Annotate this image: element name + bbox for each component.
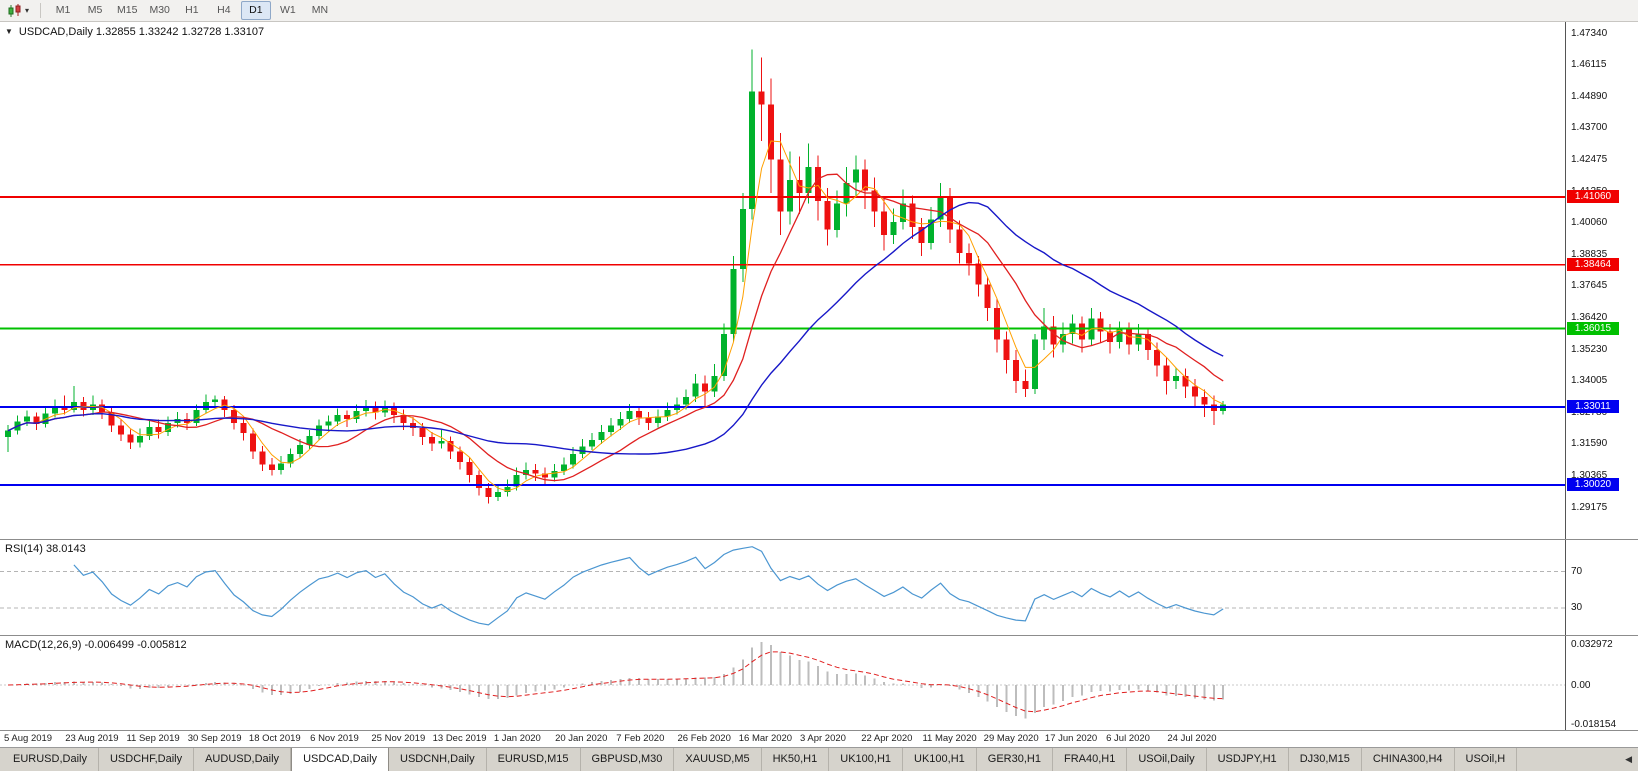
price-axis-label: 1.42475	[1571, 153, 1608, 165]
chart-tab-usdcnh-daily[interactable]: USDCNH,Daily	[389, 748, 487, 771]
rsi-label: RSI(14) 38.0143	[5, 543, 86, 555]
tab-scroll-left-icon[interactable]: ◀	[1622, 748, 1635, 771]
date-axis-label: 26 Feb 2020	[677, 733, 731, 744]
chart-tab-xauusd-m5[interactable]: XAUUSD,M5	[674, 748, 762, 771]
macd-label: MACD(12,26,9) -0.006499 -0.005812	[5, 639, 187, 651]
date-axis-label: 24 Jul 2020	[1167, 733, 1217, 744]
chart-tab-eurusd-m15[interactable]: EURUSD,M15	[487, 748, 581, 771]
date-axis-label: 23 Aug 2019	[65, 733, 119, 744]
date-axis-label: 29 May 2020	[983, 733, 1039, 744]
timeframe-button-h4[interactable]: H4	[217, 4, 231, 16]
chart-tab-usdchf-daily[interactable]: USDCHF,Daily	[99, 748, 195, 771]
price-axis-label: 1.46115	[1571, 59, 1607, 71]
date-axis[interactable]: 5 Aug 2019 23 Aug 2019 11 Sep 2019 30 Sep 2…	[0, 730, 1638, 747]
symbol-dropdown-icon[interactable]: ▼	[5, 27, 13, 36]
date-axis-label: 16 Mar 2020	[738, 733, 793, 744]
macd-axis[interactable]: 0.032972 0.00 -0.018154	[1565, 636, 1638, 730]
date-axis-label: 13 Dec 2019	[432, 733, 487, 744]
timeframe-buttons: M1 M5 M15 M30 H1 H4 D1 W1 MN	[47, 1, 336, 20]
rsi-level-label: 70	[1571, 566, 1583, 578]
timeframe-toolbar: ▾ M1 M5 M15 M30 H1 H4 D1 W1 MN	[0, 0, 1638, 22]
hline-price-tag: 1.30020	[1567, 478, 1619, 492]
date-axis-label: 30 Sep 2019	[187, 733, 242, 744]
chart-tab-audusd-daily[interactable]: AUDUSD,Daily	[194, 748, 292, 771]
candlestick-glyph	[8, 3, 21, 17]
hline-price-tag: 1.33011	[1567, 400, 1619, 414]
timeframe-button-d1[interactable]: D1	[240, 1, 271, 20]
date-axis-label: 11 May 2020	[922, 733, 977, 744]
timeframe-button-m5[interactable]: M5	[87, 4, 103, 16]
hline-price-tag: 1.38464	[1567, 258, 1619, 272]
rsi-axis[interactable]: 70 30	[1565, 540, 1638, 635]
chart-tab-usdcad-daily[interactable]: USDCAD,Daily	[291, 748, 390, 771]
price-axis-label: 1.44890	[1571, 90, 1608, 102]
price-axis-label: 1.38835	[1571, 248, 1608, 260]
timeframe-button-m15[interactable]: M15	[117, 4, 138, 16]
main-chart-panel: ▼ USDCAD,Daily 1.32855 1.33242 1.32728 1…	[0, 22, 1638, 539]
chart-tab-usoil-daily[interactable]: USOil,Daily	[1127, 748, 1207, 771]
hline-price-tag: 1.36015	[1567, 322, 1619, 336]
chart-tab-gbpusd-m30[interactable]: GBPUSD,M30	[581, 748, 675, 771]
date-axis-label: 6 Nov 2019	[310, 733, 359, 744]
price-axis-label: 1.30365	[1571, 469, 1608, 481]
date-axis-label: 5 Aug 2019	[4, 733, 53, 744]
price-axis[interactable]: 1.473401.461151.448901.437001.424751.412…	[1565, 22, 1638, 539]
chart-tab-fra40-h1[interactable]: FRA40,H1	[1053, 748, 1128, 771]
macd-axis-label: -0.018154	[1571, 719, 1617, 730]
chart-tabs-bar: EURUSD,Daily USDCHF,Daily AUDUSD,Daily USDC…	[0, 747, 1638, 771]
timeframe-button-h1[interactable]: H1	[185, 4, 199, 16]
chart-title: ▼ USDCAD,Daily 1.32855 1.33242 1.32728 1…	[5, 26, 264, 38]
timeframe-button-m1[interactable]: M1	[55, 4, 71, 16]
date-axis-label: 17 Jun 2020	[1044, 733, 1098, 744]
chart-tab-uk100-h1[interactable]: UK100,H1	[829, 748, 904, 771]
rsi-level-label: 30	[1571, 602, 1583, 614]
chart-ohlc-title: USDCAD,Daily 1.32855 1.33242 1.32728 1.3…	[18, 26, 265, 38]
price-axis-label: 1.35230	[1571, 343, 1608, 355]
timeframe-button-m30[interactable]: M30	[149, 4, 170, 16]
date-axis-label: 1 Jan 2020	[493, 733, 541, 744]
rsi-panel: RSI(14) 38.0143 70 30	[0, 539, 1638, 635]
chart-tab-usoil-h[interactable]: USOil,H	[1455, 748, 1518, 771]
chart-tab-uk100-h1[interactable]: UK100,H1	[903, 748, 977, 771]
date-axis-label: 20 Jan 2020	[555, 733, 608, 744]
price-axis-label: 1.36420	[1571, 311, 1608, 323]
chart-tab-hk50-h1[interactable]: HK50,H1	[762, 748, 830, 771]
date-axis-label: 22 Apr 2020	[861, 733, 913, 744]
macd-canvas[interactable]	[0, 636, 1565, 730]
price-axis-label: 1.47340	[1571, 27, 1608, 39]
chart-tab-dj30-m15[interactable]: DJ30,M15	[1289, 748, 1362, 771]
chart-tab-usdjpy-h1[interactable]: USDJPY,H1	[1207, 748, 1289, 771]
price-axis-label: 1.34005	[1571, 375, 1608, 387]
chart-tab-ger30-h1[interactable]: GER30,H1	[977, 748, 1053, 771]
price-axis-label: 1.40060	[1571, 217, 1608, 229]
timeframe-button-mn[interactable]: MN	[311, 4, 329, 16]
chart-area: ▼ USDCAD,Daily 1.32855 1.33242 1.32728 1…	[0, 22, 1638, 747]
dropdown-arrow-icon: ▾	[25, 5, 30, 15]
date-axis-label: 18 Oct 2019	[248, 733, 301, 744]
timeframe-button-w1[interactable]: W1	[280, 4, 296, 16]
price-axis-label: 1.43700	[1571, 122, 1608, 134]
chart-tab-china300-h4[interactable]: CHINA300,H4	[1362, 748, 1455, 771]
date-axis-label: 6 Jul 2020	[1106, 733, 1150, 744]
rsi-canvas[interactable]	[0, 540, 1565, 635]
price-axis-label: 1.29175	[1571, 501, 1608, 513]
chart-tab-eurusd-daily[interactable]: EURUSD,Daily	[2, 748, 99, 771]
toolbar-separator	[40, 3, 42, 18]
candlestick-chart-icon[interactable]: ▾	[4, 3, 32, 19]
date-axis-label: 3 Apr 2020	[799, 733, 846, 744]
macd-axis-label: 0.032972	[1571, 639, 1613, 650]
price-axis-label: 1.31590	[1571, 438, 1608, 450]
macd-axis-label: 0.00	[1571, 680, 1591, 691]
hline-price-tag: 1.41060	[1567, 190, 1619, 204]
date-axis-label: 25 Nov 2019	[371, 733, 426, 744]
macd-panel: MACD(12,26,9) -0.006499 -0.005812 0.0329…	[0, 635, 1638, 730]
date-axis-label: 7 Feb 2020	[616, 733, 665, 744]
date-axis-label: 11 Sep 2019	[126, 733, 180, 744]
price-axis-label: 1.37645	[1571, 280, 1608, 292]
main-chart-canvas[interactable]	[0, 22, 1565, 539]
